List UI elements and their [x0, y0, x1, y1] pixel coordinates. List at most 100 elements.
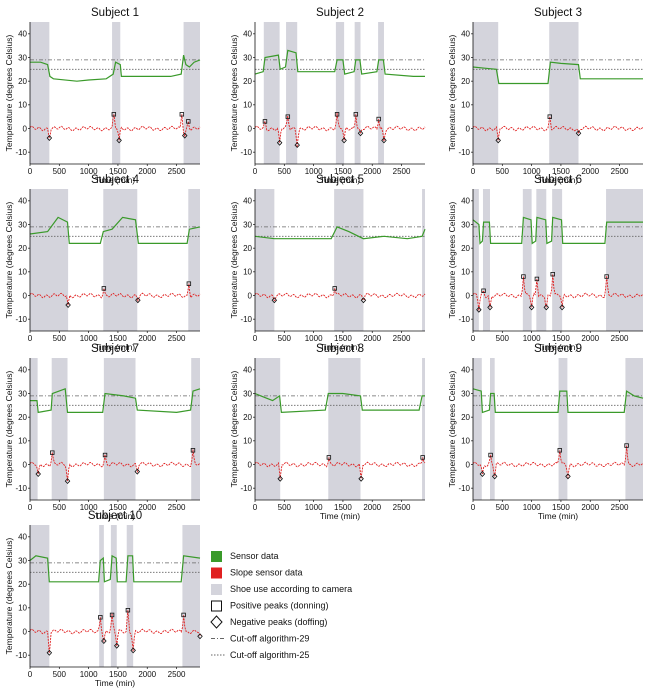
negative-peak-marker — [277, 475, 283, 482]
x-tick-label: 2500 — [393, 334, 411, 343]
negative-peak-marker — [135, 297, 141, 304]
y-tick-label: 20 — [18, 580, 27, 589]
y-tick-label: 10 — [18, 101, 27, 110]
negative-peak-marker — [64, 478, 71, 485]
legend-swatch-sensor — [211, 551, 222, 562]
legend-label: Negative peaks (doffing) — [230, 617, 327, 627]
slope-series-line — [472, 445, 644, 478]
y-tick-label: 30 — [18, 220, 27, 229]
slope-series-line — [29, 114, 201, 141]
positive-peak-marker — [624, 443, 629, 448]
x-axis-label: Time (min) — [95, 342, 135, 352]
x-tick-label: 1000 — [80, 167, 98, 176]
negative-peak-marker — [197, 633, 203, 640]
sensor-series-line — [472, 216, 643, 245]
x-tick-label: 0 — [28, 670, 33, 679]
legend-item: Cut-off algorithm-29 — [211, 634, 309, 644]
legend-item: Slope sensor data — [211, 567, 303, 579]
negative-peak-marker — [565, 473, 571, 480]
slope-series-line — [472, 116, 644, 141]
panel-title: Subject 6 — [534, 174, 582, 186]
panel-title: Subject 7 — [91, 343, 139, 355]
x-tick-label: 2500 — [611, 334, 629, 343]
x-tick-label: 2500 — [393, 167, 411, 176]
y-tick-label: -10 — [15, 484, 27, 493]
shoe-use-region — [255, 189, 275, 331]
positive-peak-marker — [420, 455, 425, 460]
y-tick-label: 40 — [243, 366, 252, 375]
negative-peak-marker — [358, 475, 364, 482]
y-tick-label: 30 — [18, 556, 27, 565]
legend-label: Positive peaks (donning) — [230, 601, 329, 611]
negative-peak-marker — [528, 304, 535, 311]
y-tick-label: 10 — [461, 268, 470, 277]
x-tick-label: 0 — [471, 167, 476, 176]
sensor-series-line — [472, 61, 643, 85]
slope-series-line — [29, 610, 201, 653]
y-tick-label: 30 — [18, 389, 27, 398]
positive-peak-marker — [186, 119, 191, 124]
positive-peak-marker — [534, 276, 540, 282]
shoe-use-region — [30, 525, 50, 667]
y-axis-label: Temperature (degrees Celsius) — [229, 370, 239, 487]
y-tick-label: 40 — [461, 197, 470, 206]
subject-panel: Subject 8 -10 0 10 20 30 40 0 500 1000 1500 2000 250… — [229, 343, 426, 521]
slope-series-line — [29, 449, 201, 482]
positive-peak-marker — [547, 114, 552, 119]
positive-peak-marker — [488, 452, 493, 458]
negative-peak-marker — [495, 137, 501, 144]
y-tick-label: 0 — [466, 460, 471, 469]
y-tick-label: 30 — [243, 220, 252, 229]
y-tick-label: 0 — [248, 291, 253, 300]
panel-title: Subject 5 — [316, 174, 364, 186]
y-tick-label: 10 — [461, 437, 470, 446]
positive-peak-marker — [550, 271, 555, 277]
x-axis-label: Time (min) — [95, 175, 135, 185]
negative-peak-marker — [491, 473, 498, 480]
x-tick-label: 1500 — [109, 334, 127, 343]
y-axis-label: Temperature (degrees Celsius) — [4, 201, 14, 318]
shoe-use-region — [378, 22, 384, 164]
positive-peak-marker — [604, 274, 609, 279]
slope-series-line — [472, 274, 644, 311]
y-tick-label: 10 — [18, 604, 27, 613]
shoe-use-region — [286, 22, 298, 164]
x-tick-label: 500 — [496, 167, 510, 176]
negative-peak-marker — [476, 306, 482, 313]
x-tick-label: 0 — [471, 503, 476, 512]
shoe-use-region — [490, 358, 495, 500]
y-tick-label: -10 — [15, 315, 27, 324]
panel-title: Subject 3 — [534, 7, 582, 19]
legend: Sensor data Slope sensor data Shoe use acc… — [210, 551, 352, 660]
y-tick-label: -10 — [240, 148, 252, 157]
x-tick-label: 0 — [28, 334, 33, 343]
negative-peak-marker — [182, 132, 188, 139]
y-tick-label: 20 — [243, 413, 252, 422]
shoe-use-region — [183, 22, 200, 164]
x-tick-label: 1500 — [334, 334, 352, 343]
positive-peak-marker — [190, 448, 196, 453]
positive-peak-marker — [109, 612, 115, 618]
x-axis-label: Time (min) — [320, 342, 360, 352]
sensor-series-line — [29, 216, 201, 244]
x-tick-label: 2000 — [363, 167, 381, 176]
panel-title: Subject 2 — [316, 7, 364, 19]
subject-panel: Subject 1 -10 0 10 20 30 40 0 500 1000 1500 2000 250… — [4, 7, 201, 185]
x-tick-label: 2000 — [581, 334, 599, 343]
y-axis-label: Temperature (degrees Celsius) — [4, 537, 14, 654]
sensor-series-line — [254, 392, 425, 414]
positive-peak-marker — [332, 286, 337, 291]
shoe-use-region — [103, 189, 138, 331]
shoe-use-region — [536, 189, 547, 331]
y-axis-label: Temperature (degrees Celsius) — [447, 34, 457, 151]
subject-panel: Subject 6 -10 0 10 20 30 40 0 500 1000 1500 2000 250… — [447, 174, 644, 352]
x-tick-label: 0 — [471, 334, 476, 343]
subject-panel: Subject 2 -10 0 10 20 30 40 0 500 1000 1500 2000 250… — [229, 7, 426, 185]
negative-peak-marker — [487, 304, 493, 311]
x-tick-label: 1000 — [523, 167, 541, 176]
legend-label: Shoe use according to camera — [230, 584, 352, 594]
y-tick-label: 0 — [248, 124, 253, 133]
shoe-use-region — [473, 189, 479, 331]
x-tick-label: 2500 — [168, 503, 186, 512]
